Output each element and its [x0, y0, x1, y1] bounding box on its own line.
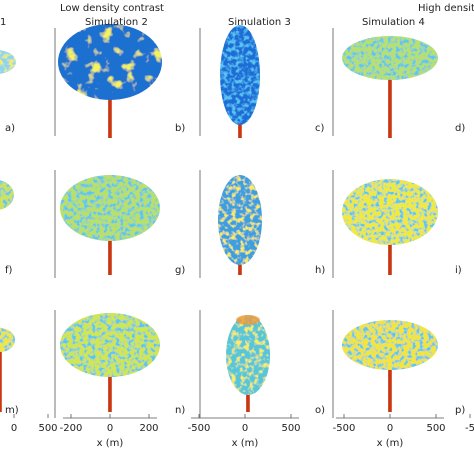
panels: 1 a) f) m) 0 500 Simulation 2 b) g) n) -200 0 200 x (… [0, 17, 474, 449]
conduit [0, 350, 2, 412]
x-axis-label: x (m) [377, 438, 404, 449]
conduit [108, 239, 112, 275]
panel-label: g) [175, 265, 185, 276]
magma-body [342, 179, 438, 245]
column-title: 1 [0, 17, 6, 28]
header-left: Low density contrast [60, 3, 164, 14]
conduit [388, 243, 392, 275]
magma-body [0, 180, 14, 210]
x-tick-label: -500 [333, 423, 356, 434]
panel-label: n) [175, 405, 185, 416]
magma-body [218, 175, 262, 265]
x-axis-label: x (m) [232, 438, 259, 449]
x-tick-label: 0 [242, 423, 248, 434]
magma-body [220, 25, 260, 125]
panel-label: h) [315, 265, 325, 276]
conduit [108, 375, 112, 412]
hot-top [236, 315, 260, 325]
conduit [246, 393, 250, 412]
panel-label: p) [455, 405, 465, 416]
magma-body [0, 50, 16, 74]
magma-body [342, 36, 438, 80]
magma-body [60, 313, 160, 377]
conduit [388, 368, 392, 412]
conduit [108, 98, 112, 138]
x-tick-label: 500 [38, 423, 57, 434]
x-axis-label: x (m) [97, 438, 124, 449]
x-tick-label: 500 [281, 423, 300, 434]
x-tick-label: 0 [11, 423, 17, 434]
magma-body [226, 315, 270, 395]
panel-label: a) [5, 123, 15, 134]
x-tick-label: -200 [60, 423, 83, 434]
panel-label: o) [315, 405, 325, 416]
column-title: Simulation 4 [362, 17, 425, 28]
panel-label: d) [455, 123, 465, 134]
column-title: Simulation 2 [85, 17, 148, 28]
magma-body [0, 328, 15, 352]
column-title: Simulation 3 [228, 17, 291, 28]
conduit [238, 123, 242, 138]
magma-body [58, 24, 162, 100]
x-tick-label: 200 [139, 423, 158, 434]
panel-label: c) [315, 123, 324, 134]
panel-label: f) [5, 265, 13, 276]
x-tick-label: -5 [465, 423, 474, 434]
header-right: High density [418, 3, 474, 14]
x-tick-label: -500 [188, 423, 211, 434]
magma-body [60, 175, 160, 241]
x-tick-label: 500 [426, 423, 445, 434]
panel-label: i) [455, 265, 462, 276]
x-tick-label: 0 [387, 423, 393, 434]
conduit [388, 78, 392, 138]
panel-label: m) [5, 405, 19, 416]
x-tick-label: 0 [107, 423, 113, 434]
panel-label: b) [175, 123, 185, 134]
magma-body [342, 320, 438, 370]
conduit [238, 263, 242, 275]
